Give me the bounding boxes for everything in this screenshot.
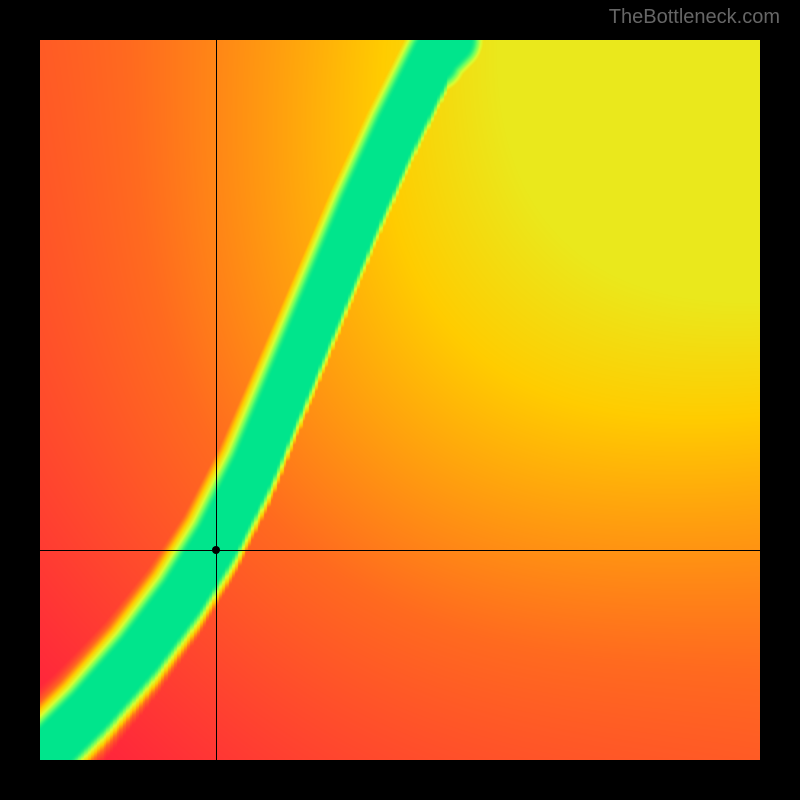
chart-container: TheBottleneck.com [0, 0, 800, 800]
chart-area[interactable] [40, 40, 760, 760]
attribution-text: TheBottleneck.com [609, 6, 780, 29]
heatmap-canvas [40, 40, 760, 760]
